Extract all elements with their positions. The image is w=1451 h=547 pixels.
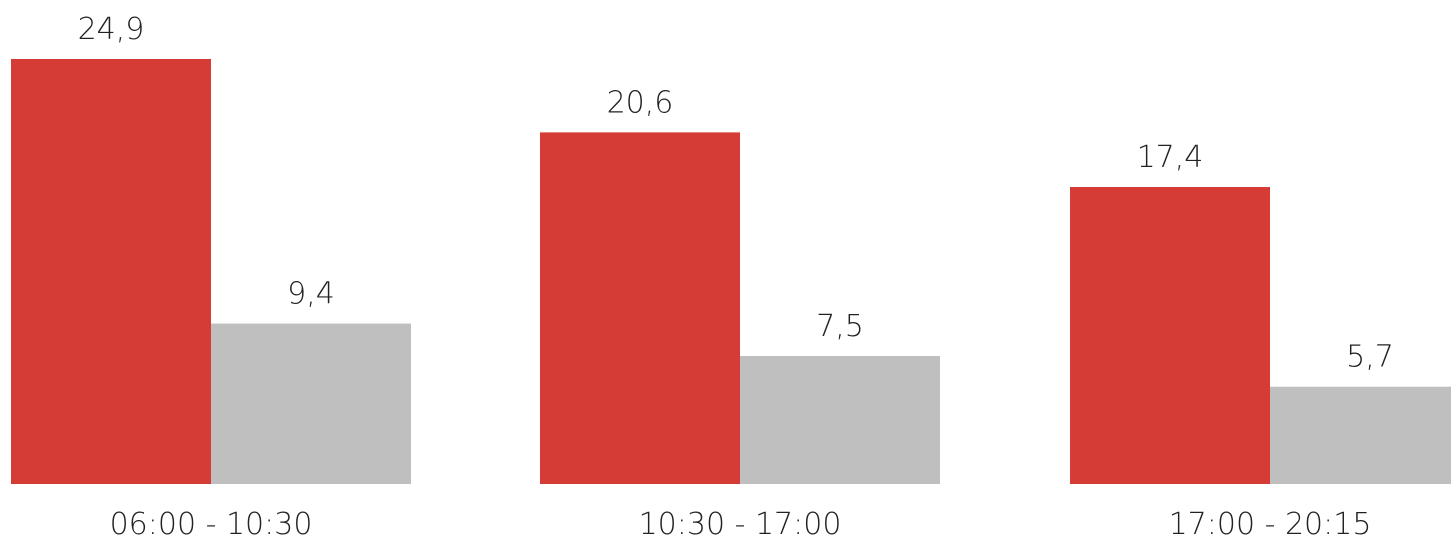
- bar-series1-1: [11, 59, 211, 484]
- value-label-series2-1: 9,4: [287, 277, 335, 312]
- bar-series1-2: [540, 132, 740, 485]
- category-label-1: 06:00 - 10:30: [110, 507, 313, 542]
- bar-series2-1: [211, 323, 411, 484]
- value-labels-group: 24,9 9,4 20,6 7,5 17,4 5,7: [78, 12, 1394, 375]
- value-label-series2-2: 7,5: [816, 309, 864, 344]
- value-label-series1-3: 17,4: [1137, 140, 1204, 175]
- bar-series2-2: [740, 355, 940, 484]
- bars-group: [11, 59, 1451, 485]
- bar-series1-3: [1070, 187, 1270, 484]
- value-label-series1-2: 20,6: [607, 85, 674, 120]
- category-label-2: 10:30 - 17:00: [639, 507, 842, 542]
- bar-series2-3: [1270, 386, 1451, 484]
- category-labels-group: 06:00 - 10:30 10:30 - 17:00 17:00 - 20:15: [110, 507, 1372, 542]
- value-label-series1-1: 24,9: [78, 12, 145, 47]
- category-label-3: 17:00 - 20:15: [1169, 507, 1372, 542]
- value-label-series2-3: 5,7: [1346, 340, 1394, 375]
